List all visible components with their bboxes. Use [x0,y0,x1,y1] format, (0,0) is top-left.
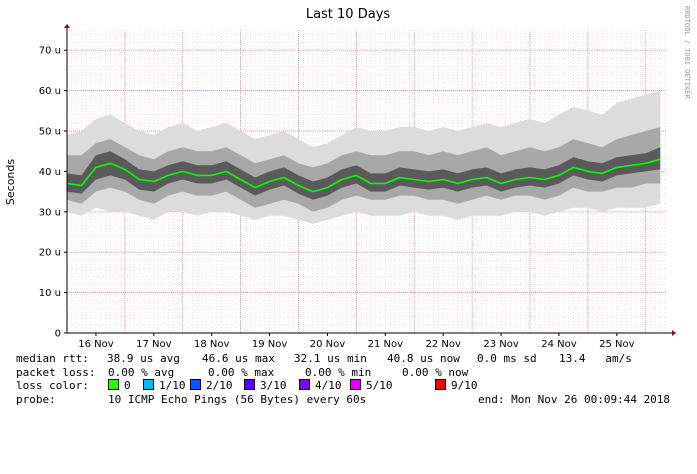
loss-color-label-text: 2/10 [206,379,233,392]
probe-label: probe: [16,392,56,406]
y-axis-arrow [64,24,70,28]
y-tick-label: 60 u [39,86,61,97]
loss-color-item: 0 [108,379,131,393]
grid [66,30,666,334]
median-rtt-now: 40.8 us now [387,352,460,365]
median-rtt-am-s: 13.4 am/s [559,352,632,365]
y-tick-label: 30 u [39,207,61,218]
legend: median rtt: 38.9 us avg 46.6 us max 32.1… [16,352,686,406]
y-tick-label: 50 u [39,127,61,138]
probe-end-time: end: Mon Nov 26 00:09:44 2018 [478,392,671,406]
loss-color-label-text: 1/10 [159,379,186,392]
median-rtt-avg: 38.9 us avg [107,352,180,365]
loss-color-item: 1/10 [143,379,186,393]
x-tick-label: 21 Nov [368,339,404,350]
series-line-median-rtt [66,158,661,193]
loss-color-swatch [350,379,361,390]
median-rtt-sd: 0.0 ms sd [477,352,537,365]
legend-row-loss-color: loss color: 0 1/10 2/10 3/10 4/10 5/10 9/10 [16,379,686,393]
packet-loss-max: 0.00 % max [208,365,275,379]
chart-title: Last 10 Days [306,7,391,22]
packet-loss-label: packet loss: [16,365,96,379]
chart: Last 10 Days Seconds RRDTOOL / TOBI OETI… [4,6,691,350]
x-tick-label: 25 Nov [599,339,635,350]
x-tick-label: 16 Nov [78,339,114,350]
loss-color-swatch [299,379,310,390]
x-tick-label: 19 Nov [252,339,288,350]
loss-color-label: loss color: [16,379,89,392]
loss-color-label-text: 5/10 [366,379,393,392]
x-axis-arrow [672,330,676,336]
loss-color-label-text: 0 [124,379,131,392]
legend-row-median-rtt: median rtt: 38.9 us avg 46.6 us max 32.1… [16,352,686,366]
packet-loss-now: 0.00 % now [402,365,469,379]
loss-color-swatch [108,379,119,390]
loss-color-item: 9/10 [435,379,478,393]
x-tick-label: 20 Nov [310,339,346,350]
x-ticks: 16 Nov 17 Nov 18 Nov 19 Nov 20 Nov 21 Nov 22 N… [78,333,635,350]
median-rtt-label: median rtt: [16,352,89,365]
loss-color-swatch [244,379,255,390]
legend-row-probe: probe: 10 ICMP Echo Pings (56 Bytes) eve… [16,393,686,407]
loss-color-item: 4/10 [299,379,342,393]
loss-color-label-text: 3/10 [260,379,287,392]
x-tick-label: 22 Nov [425,339,461,350]
rrdtool-watermark: RRDTOOL / TOBI OETIKER [683,6,691,100]
y-tick-label: 10 u [39,288,61,299]
y-tick-label: 20 u [39,248,61,259]
loss-color-item: 3/10 [244,379,287,393]
packet-loss-min: 0.00 % min [305,365,372,379]
x-tick-label: 23 Nov [483,339,519,350]
x-tick-label: 18 Nov [194,339,230,350]
median-rtt-max: 46.6 us max [202,352,275,365]
loss-color-swatch [190,379,201,390]
loss-color-item: 2/10 [190,379,233,393]
smoke-envelopes [67,90,661,224]
loss-color-swatch [143,379,154,390]
y-axis-label: Seconds [4,159,17,205]
axes [64,24,676,336]
median-rtt-min: 32.1 us min [294,352,367,365]
loss-color-label-text: 4/10 [315,379,342,392]
smoke-band-2 [67,147,661,200]
y-tick-label: 70 u [39,46,61,57]
loss-color-item: 5/10 [350,379,393,393]
loss-color-label-text: 9/10 [451,379,478,392]
x-tick-label: 17 Nov [136,339,172,350]
series-layer [66,158,661,193]
probe-description: 10 ICMP Echo Pings (56 Bytes) every 60s [108,392,367,406]
x-tick-label: 24 Nov [541,339,577,350]
y-ticks: 0 10 u 20 u 30 u 40 u 50 u 60 u 70 u [39,46,67,340]
loss-color-swatch [435,379,446,390]
packet-loss-avg: 0.00 % avg [108,365,175,379]
y-tick-label: 0 [55,329,61,340]
legend-row-packet-loss: packet loss: 0.00 % avg 0.00 % max 0.00 … [16,366,686,380]
y-tick-label: 40 u [39,167,61,178]
